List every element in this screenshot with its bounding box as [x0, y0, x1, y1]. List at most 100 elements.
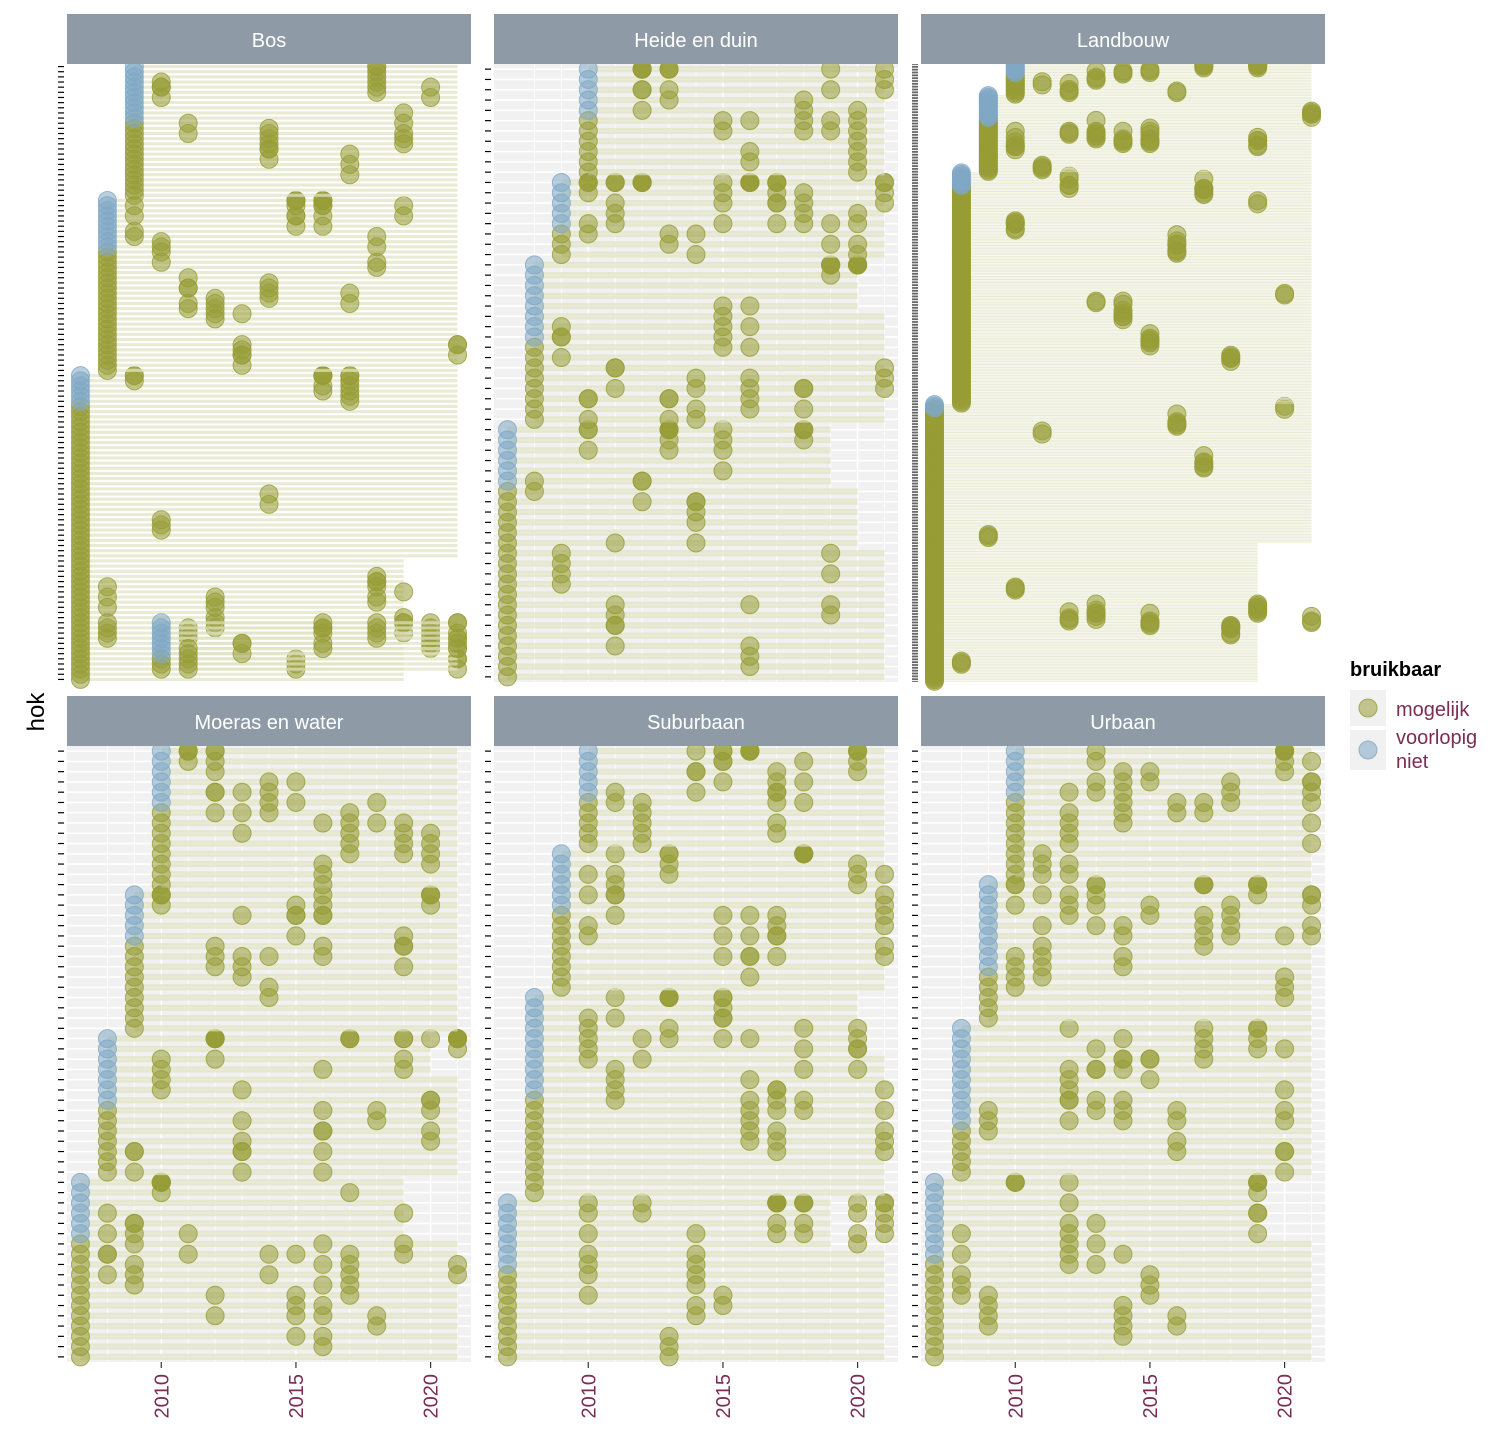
- point-mogelijk: [97, 1244, 117, 1264]
- point-mogelijk: [448, 335, 468, 355]
- point-mogelijk: [1302, 916, 1322, 936]
- facet-strip: [921, 696, 1325, 746]
- point-mogelijk: [124, 1162, 144, 1182]
- point-mogelijk: [821, 595, 841, 615]
- facet-strip-label: Landbouw: [1077, 30, 1170, 52]
- point-mogelijk: [951, 1265, 971, 1285]
- point-mogelijk: [232, 1162, 252, 1182]
- point-mogelijk: [1248, 1018, 1268, 1038]
- facet-strip: [494, 14, 898, 64]
- point-mogelijk: [313, 1142, 333, 1162]
- point-mogelijk: [232, 304, 252, 324]
- point-mogelijk: [578, 1008, 598, 1028]
- point-mogelijk: [313, 1100, 333, 1120]
- x-tick-label: 2015: [286, 1374, 308, 1419]
- point-mogelijk: [1086, 1090, 1106, 1110]
- point-mogelijk: [1086, 751, 1106, 771]
- point-mogelijk: [205, 1029, 225, 1049]
- point-mogelijk: [686, 492, 706, 512]
- point-mogelijk: [286, 895, 306, 915]
- point-mogelijk: [313, 1121, 333, 1141]
- panel-landbouw: Landbouw: [912, 14, 1325, 691]
- point-mogelijk: [686, 245, 706, 265]
- point-mogelijk: [421, 1029, 441, 1049]
- point-mogelijk: [259, 946, 279, 966]
- point-mogelijk: [1059, 1213, 1079, 1233]
- point-mogelijk: [740, 946, 760, 966]
- point-mogelijk: [848, 1224, 868, 1244]
- point-voorlopig-niet: [70, 1172, 90, 1192]
- point-mogelijk: [313, 1254, 333, 1274]
- point-mogelijk: [875, 916, 895, 936]
- point-mogelijk: [1194, 1018, 1214, 1038]
- point-mogelijk: [951, 1244, 971, 1264]
- point-mogelijk: [421, 1090, 441, 1110]
- point-mogelijk: [394, 1049, 414, 1069]
- legend-label-voorlopig-niet: voorlopig niet: [1396, 727, 1477, 773]
- point-mogelijk: [1194, 905, 1214, 925]
- point-mogelijk: [740, 317, 760, 337]
- point-mogelijk: [686, 1275, 706, 1295]
- point-mogelijk: [1248, 1203, 1268, 1223]
- point-mogelijk: [232, 335, 252, 355]
- point-mogelijk: [232, 946, 252, 966]
- point-mogelijk: [1059, 121, 1079, 141]
- point-mogelijk: [1248, 1224, 1268, 1244]
- point-mogelijk: [740, 172, 760, 192]
- point-mogelijk: [875, 936, 895, 956]
- point-mogelijk: [686, 533, 706, 553]
- point-voorlopig-niet: [524, 988, 544, 1008]
- point-mogelijk: [578, 1193, 598, 1213]
- point-voorlopig-niet: [124, 885, 144, 905]
- point-mogelijk: [313, 613, 333, 633]
- point-mogelijk: [313, 854, 333, 874]
- point-mogelijk: [1140, 124, 1160, 144]
- point-mogelijk: [124, 1142, 144, 1162]
- point-mogelijk: [421, 885, 441, 905]
- point-mogelijk: [232, 823, 252, 843]
- point-mogelijk: [713, 214, 733, 234]
- point-mogelijk: [659, 1018, 679, 1038]
- point-mogelijk: [578, 1285, 598, 1305]
- point-mogelijk: [632, 792, 652, 812]
- point-mogelijk: [740, 967, 760, 987]
- point-mogelijk: [205, 1049, 225, 1069]
- point-mogelijk: [794, 751, 814, 771]
- point-voorlopig-niet: [70, 366, 90, 386]
- point-mogelijk: [205, 936, 225, 956]
- point-mogelijk: [1221, 345, 1241, 365]
- point-voorlopig-niet: [951, 163, 971, 183]
- facet-strip-label: Suburbaan: [647, 712, 745, 734]
- point-mogelijk: [313, 895, 333, 915]
- point-mogelijk: [605, 988, 625, 1008]
- point-mogelijk: [978, 524, 998, 544]
- point-mogelijk: [659, 80, 679, 100]
- point-mogelijk: [821, 564, 841, 584]
- point-mogelijk: [367, 1100, 387, 1120]
- point-mogelijk: [794, 420, 814, 440]
- point-mogelijk: [1140, 1049, 1160, 1069]
- point-mogelijk: [794, 1059, 814, 1079]
- point-mogelijk: [767, 214, 787, 234]
- point-mogelijk: [232, 1111, 252, 1131]
- point-mogelijk: [686, 1244, 706, 1264]
- x-tick-label: 2020: [848, 1374, 870, 1419]
- point-mogelijk: [1302, 813, 1322, 833]
- x-tick-label: 2020: [421, 1374, 443, 1419]
- point-mogelijk: [340, 1244, 360, 1264]
- legend-label-mogelijk: mogelijk: [1396, 699, 1470, 721]
- point-mogelijk: [1059, 854, 1079, 874]
- point-mogelijk: [713, 183, 733, 203]
- point-mogelijk: [740, 1090, 760, 1110]
- point-mogelijk: [1005, 577, 1025, 597]
- point-mogelijk: [286, 1296, 306, 1316]
- point-mogelijk: [286, 792, 306, 812]
- facet-strip: [67, 14, 471, 64]
- point-mogelijk: [448, 1029, 468, 1049]
- point-mogelijk: [848, 1059, 868, 1079]
- point-mogelijk: [1005, 895, 1025, 915]
- point-mogelijk: [394, 113, 414, 133]
- point-mogelijk: [1248, 875, 1268, 895]
- point-mogelijk: [1059, 1059, 1079, 1079]
